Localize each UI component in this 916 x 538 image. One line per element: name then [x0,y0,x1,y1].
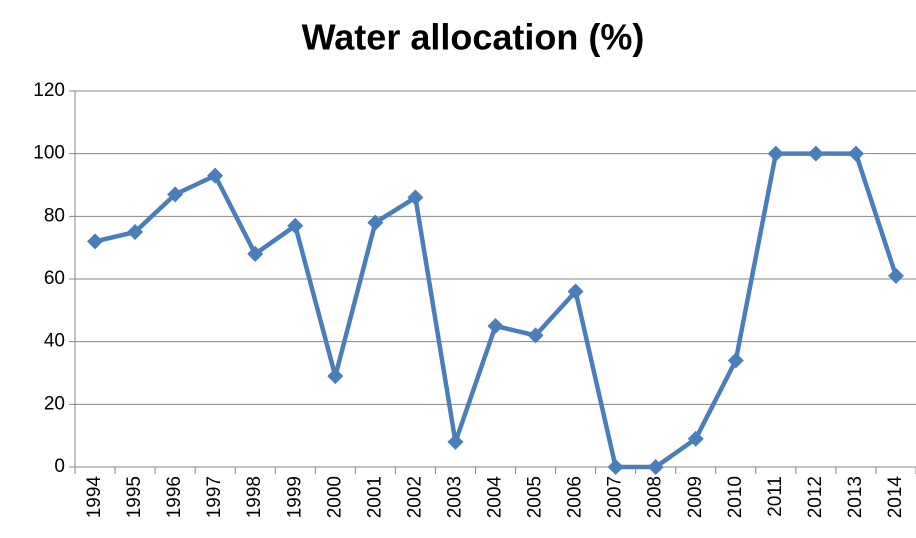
marker [647,459,664,475]
x-tick-label: 2008 [645,476,666,518]
x-tick-label: 2013 [845,476,866,518]
x-tick-label: 2010 [725,476,746,518]
marker [527,327,544,344]
marker [167,186,184,203]
x-tick-label: 2004 [485,476,506,519]
y-tick-label: 0 [54,456,65,477]
x-tick-label: 2011 [765,476,786,517]
marker [687,430,704,447]
marker [127,224,144,240]
marker [847,145,864,162]
marker [807,145,824,162]
x-tick-label: 2000 [324,476,345,518]
marker [767,145,784,162]
marker [447,433,464,450]
y-tick-label: 100 [33,143,65,164]
x-tick-label: 1995 [124,476,145,518]
y-tick-label: 40 [44,331,65,352]
y-tick-label: 20 [44,393,65,414]
y-tick-label: 60 [44,268,65,289]
marker [367,214,384,231]
x-tick-label: 1997 [204,476,225,518]
marker [567,283,584,300]
x-tick-label: 1998 [244,476,265,518]
marker [207,167,224,184]
marker [247,245,264,262]
x-tick-label: 1999 [284,476,305,518]
x-tick-label: 1994 [84,476,105,519]
marker [87,233,104,250]
x-tick-label: 1996 [164,476,185,518]
marker [607,459,624,475]
line [94,151,899,470]
marker [887,267,904,284]
x-tick-label: 2005 [525,476,546,518]
x-tick-label: 2002 [404,476,425,518]
chart-title: Water allocation (%) [302,17,645,58]
marker [487,318,504,334]
x-tick-label: 2012 [805,476,826,518]
y-tick-label: 80 [44,205,65,226]
x-tick-label: 2003 [444,476,465,518]
x-tick-label: 2006 [565,476,586,518]
marker [407,189,424,206]
x-tick-label: 2014 [885,476,906,519]
x-tick-label: 2007 [605,476,626,518]
y-tick-label: 120 [33,80,65,101]
marker [287,217,304,234]
x-tick-label: 2001 [364,476,385,518]
marker [727,352,744,369]
x-tick-label: 2009 [685,476,706,518]
marker [327,368,344,385]
